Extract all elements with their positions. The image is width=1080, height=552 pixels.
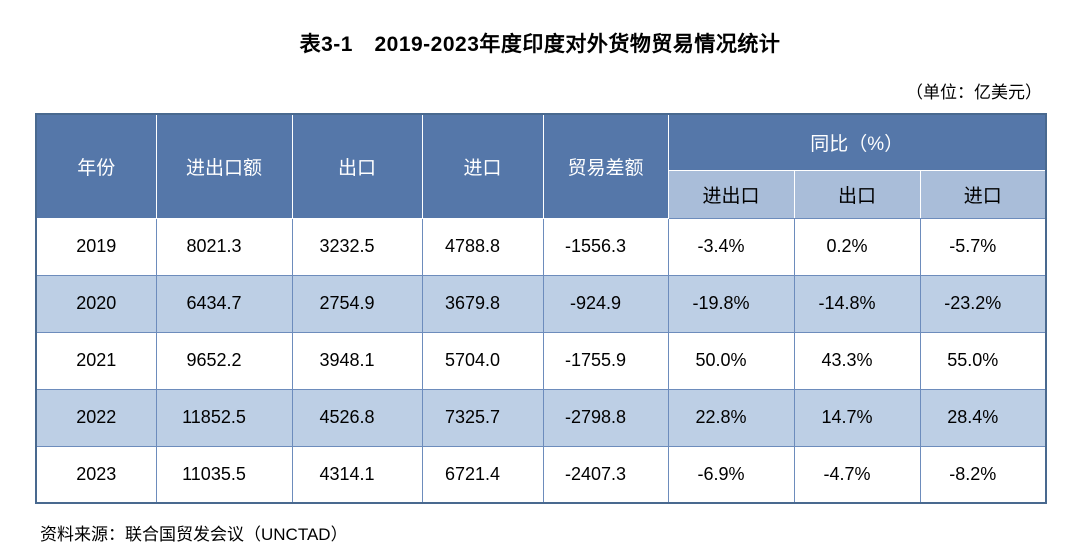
cell-import: 5704.0 bbox=[421, 331, 544, 390]
cell-export: 4314.1 bbox=[291, 445, 423, 504]
col-header-yoy-total: 进出口 bbox=[667, 169, 795, 219]
unit-note: （单位：亿美元） bbox=[906, 83, 1042, 102]
cell-total: 8021.3 bbox=[155, 217, 293, 276]
cell-yoy-import: 55.0% bbox=[919, 331, 1047, 390]
cell-yoy-total: -19.8% bbox=[667, 274, 795, 333]
source-note: 资料来源：联合国贸发会议（UNCTAD） bbox=[40, 525, 348, 544]
cell-total: 11035.5 bbox=[155, 445, 293, 504]
cell-yoy-total: -6.9% bbox=[667, 445, 795, 504]
cell-year: 2019 bbox=[35, 217, 157, 276]
cell-yoy-total: 22.8% bbox=[667, 388, 795, 447]
cell-yoy-import: -5.7% bbox=[919, 217, 1047, 276]
cell-export: 3948.1 bbox=[291, 331, 423, 390]
cell-balance: -924.9 bbox=[542, 274, 669, 333]
trade-statistics-table: 年份 进出口额 出口 进口 贸易差额 同比（%） 进出口 出口 进口 2019 … bbox=[35, 113, 1047, 504]
table-row: 2019 8021.3 3232.5 4788.8 -1556.3 -3.4% … bbox=[35, 217, 1047, 276]
col-header-yoy-export: 出口 bbox=[793, 169, 921, 219]
col-header-total: 进出口额 bbox=[155, 113, 293, 219]
cell-yoy-export: 43.3% bbox=[793, 331, 921, 390]
col-header-yoy-import: 进口 bbox=[919, 169, 1047, 219]
cell-yoy-import: -23.2% bbox=[919, 274, 1047, 333]
col-header-import: 进口 bbox=[421, 113, 544, 219]
cell-export: 4526.8 bbox=[291, 388, 423, 447]
cell-balance: -2407.3 bbox=[542, 445, 669, 504]
cell-yoy-export: 14.7% bbox=[793, 388, 921, 447]
cell-total: 6434.7 bbox=[155, 274, 293, 333]
table-row: 2023 11035.5 4314.1 6721.4 -2407.3 -6.9%… bbox=[35, 445, 1047, 504]
col-header-balance: 贸易差额 bbox=[542, 113, 669, 219]
cell-yoy-export: -14.8% bbox=[793, 274, 921, 333]
cell-export: 3232.5 bbox=[291, 217, 423, 276]
col-header-export: 出口 bbox=[291, 113, 423, 219]
cell-yoy-total: 50.0% bbox=[667, 331, 795, 390]
cell-import: 4788.8 bbox=[421, 217, 544, 276]
cell-yoy-total: -3.4% bbox=[667, 217, 795, 276]
cell-yoy-import: 28.4% bbox=[919, 388, 1047, 447]
cell-import: 6721.4 bbox=[421, 445, 544, 504]
cell-year: 2021 bbox=[35, 331, 157, 390]
cell-total: 9652.2 bbox=[155, 331, 293, 390]
table-row: 2020 6434.7 2754.9 3679.8 -924.9 -19.8% … bbox=[35, 274, 1047, 333]
table-row: 2021 9652.2 3948.1 5704.0 -1755.9 50.0% … bbox=[35, 331, 1047, 390]
cell-total: 11852.5 bbox=[155, 388, 293, 447]
table-title: 表3-1 2019-2023年度印度对外货物贸易情况统计 bbox=[299, 33, 781, 56]
cell-balance: -2798.8 bbox=[542, 388, 669, 447]
cell-balance: -1755.9 bbox=[542, 331, 669, 390]
cell-export: 2754.9 bbox=[291, 274, 423, 333]
cell-yoy-import: -8.2% bbox=[919, 445, 1047, 504]
cell-balance: -1556.3 bbox=[542, 217, 669, 276]
cell-import: 7325.7 bbox=[421, 388, 544, 447]
table-row: 2022 11852.5 4526.8 7325.7 -2798.8 22.8%… bbox=[35, 388, 1047, 447]
cell-year: 2020 bbox=[35, 274, 157, 333]
cell-year: 2022 bbox=[35, 388, 157, 447]
cell-yoy-export: -4.7% bbox=[793, 445, 921, 504]
col-header-yoy: 同比（%） bbox=[667, 113, 1047, 171]
cell-yoy-export: 0.2% bbox=[793, 217, 921, 276]
cell-import: 3679.8 bbox=[421, 274, 544, 333]
cell-year: 2023 bbox=[35, 445, 157, 504]
col-header-year: 年份 bbox=[35, 113, 157, 219]
